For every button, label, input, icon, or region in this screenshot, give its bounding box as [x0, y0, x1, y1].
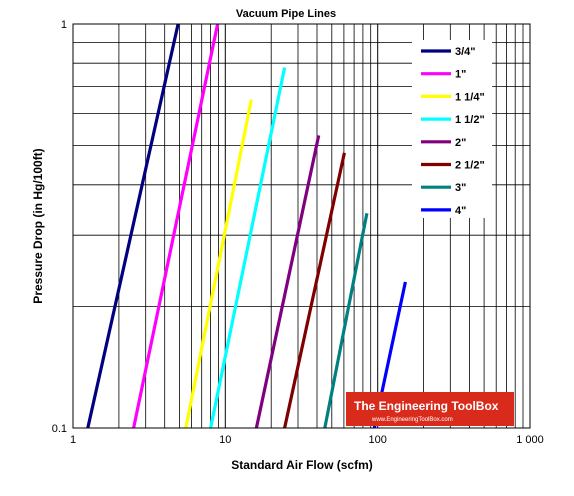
series-line — [184, 99, 253, 429]
x-tick-label: 1 000 — [516, 434, 544, 446]
legend-label: 4" — [455, 205, 466, 217]
legend-label: 2" — [455, 137, 466, 149]
watermark-badge — [346, 392, 514, 426]
series-line — [209, 67, 287, 429]
chart-title: Vacuum Pipe Lines — [236, 8, 336, 20]
series-layer — [86, 23, 407, 429]
plot-frame — [72, 23, 531, 429]
series-line — [323, 212, 369, 429]
legend-label: 3" — [455, 182, 466, 194]
x-axis-label: Standard Air Flow (scfm) — [231, 458, 373, 472]
legend-label: 1 1/4" — [455, 91, 485, 103]
x-tick-label: 100 — [369, 434, 387, 446]
x-tick-label: 10 — [219, 434, 231, 446]
series-line — [283, 152, 346, 429]
watermark-name: The Engineering ToolBox — [354, 399, 499, 413]
y-axis-label: Pressure Drop (in Hg/100ft) — [31, 148, 45, 303]
legend-box — [412, 40, 492, 218]
x-tick-label: 1 — [70, 434, 76, 446]
legend-label: 1 1/2" — [455, 114, 485, 126]
legend: 3/4" 1" 1 1/4" 1 1/2" 2" 2 1/2" 3" 4" — [412, 40, 492, 218]
series-line — [86, 23, 180, 429]
legend-label: 3/4" — [455, 46, 476, 58]
watermark: The Engineering ToolBox www.EngineeringT… — [346, 392, 514, 426]
legend-label: 2 1/2" — [455, 160, 485, 172]
legend-label: 1" — [455, 69, 466, 81]
y-tick-label: 0.1 — [52, 423, 67, 435]
series-line — [254, 135, 321, 429]
y-tick-label: 1 — [61, 19, 67, 31]
watermark-url: www.EngineeringToolBox.com — [371, 417, 453, 423]
series-line — [132, 23, 220, 429]
